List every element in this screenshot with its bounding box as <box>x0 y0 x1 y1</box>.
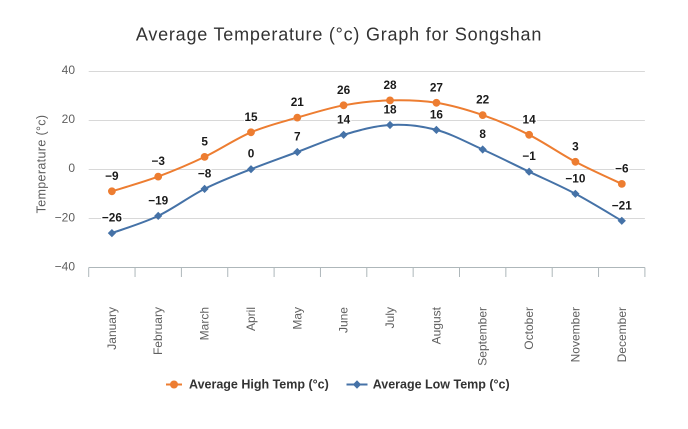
svg-text:−26: −26 <box>102 211 122 225</box>
svg-text:7: 7 <box>294 130 301 144</box>
svg-text:−20: −20 <box>55 210 76 224</box>
svg-text:20: 20 <box>62 112 76 126</box>
svg-text:14: 14 <box>523 112 537 126</box>
svg-text:−1: −1 <box>522 149 536 163</box>
svg-text:−21: −21 <box>612 198 632 212</box>
svg-text:27: 27 <box>430 80 444 94</box>
svg-text:Average Temperature (°c) Graph: Average Temperature (°c) Graph for Songs… <box>136 25 542 45</box>
svg-text:January: January <box>105 307 119 350</box>
svg-text:May: May <box>290 307 304 330</box>
svg-text:−19: −19 <box>148 193 168 207</box>
svg-text:Temperature (°c): Temperature (°c) <box>34 115 48 214</box>
svg-text:−6: −6 <box>615 161 629 175</box>
svg-text:−10: −10 <box>565 171 585 185</box>
svg-text:0: 0 <box>68 161 75 175</box>
svg-text:July: July <box>383 307 397 328</box>
svg-text:March: March <box>198 307 212 340</box>
svg-text:26: 26 <box>337 83 351 97</box>
svg-text:Average Low Temp (°c): Average Low Temp (°c) <box>373 378 510 392</box>
svg-text:5: 5 <box>201 134 208 148</box>
svg-text:December: December <box>615 307 629 362</box>
svg-text:8: 8 <box>479 127 486 141</box>
svg-text:21: 21 <box>291 95 305 109</box>
svg-text:Average High Temp (°c): Average High Temp (°c) <box>189 378 329 392</box>
svg-text:−40: −40 <box>55 260 76 274</box>
svg-text:28: 28 <box>383 78 397 92</box>
svg-text:22: 22 <box>476 93 490 107</box>
svg-text:15: 15 <box>244 110 258 124</box>
svg-text:0: 0 <box>248 147 255 161</box>
svg-text:−8: −8 <box>198 166 212 180</box>
svg-text:3: 3 <box>572 139 579 153</box>
svg-text:40: 40 <box>62 63 76 77</box>
svg-text:18: 18 <box>383 103 397 117</box>
svg-text:August: August <box>429 306 443 344</box>
svg-text:16: 16 <box>430 107 444 121</box>
svg-text:November: November <box>568 307 582 362</box>
svg-text:February: February <box>151 307 165 355</box>
svg-text:−9: −9 <box>105 169 119 183</box>
svg-text:June: June <box>337 307 351 333</box>
svg-text:September: September <box>476 307 490 366</box>
svg-text:14: 14 <box>337 112 351 126</box>
svg-text:April: April <box>244 307 258 331</box>
svg-text:−3: −3 <box>151 154 165 168</box>
svg-text:October: October <box>522 307 536 350</box>
